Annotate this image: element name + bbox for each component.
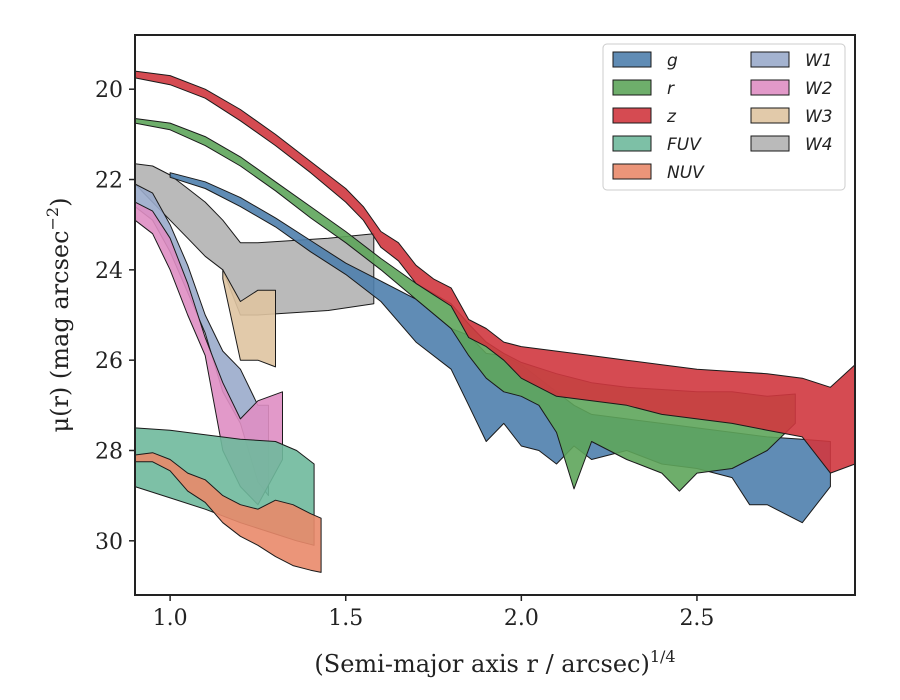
legend-swatch-nuv: [612, 163, 652, 180]
legend-label-w2: W2: [805, 79, 833, 99]
legend-swatch-fuv: [612, 135, 652, 152]
legend-swatch-w1: [750, 51, 790, 68]
legend-label-z: z: [666, 107, 677, 127]
legend-swatch-g: [612, 51, 652, 68]
y-tick-label: 20: [95, 78, 123, 103]
x-axis-ticks: 1.0 1.5 2.0 2.5: [153, 595, 714, 631]
legend-label-nuv: NUV: [667, 163, 705, 183]
legend-label-w3: W3: [805, 107, 833, 127]
legend-label-r: r: [667, 79, 675, 99]
legend-label-g: g: [667, 51, 678, 71]
y-axis-ticks: 20 22 24 26 28 30: [95, 78, 135, 555]
legend-swatch-w3: [750, 107, 790, 124]
band-nuv: [134, 452, 322, 573]
series-bands: [134, 70, 856, 573]
legend-swatch-w4: [750, 135, 790, 152]
band-w3: [222, 269, 276, 368]
legend-label-fuv: FUV: [667, 135, 702, 155]
x-tick-label: 2.0: [504, 606, 539, 631]
y-tick-label: 26: [95, 349, 123, 374]
x-tick-label: 2.5: [679, 606, 714, 631]
band-w4: [134, 163, 375, 316]
legend-label-w4: W4: [805, 135, 833, 155]
legend-swatch-r: [612, 79, 652, 96]
legend-swatch-w2: [750, 79, 790, 96]
y-tick-label: 22: [95, 169, 123, 194]
x-axis-label: (Semi-major axis r / arcsec)1/4: [314, 647, 675, 678]
y-tick-label: 28: [95, 439, 123, 464]
y-tick-label: 30: [95, 530, 123, 555]
x-tick-label: 1.5: [328, 606, 363, 631]
legend-label-w1: W1: [805, 51, 833, 71]
legend: grz FUV NUV W1 W2 W3 W4: [602, 43, 846, 191]
plot-frame: [134, 34, 856, 596]
legend-swatch-z: [612, 107, 652, 124]
legend-items: grz FUV NUV W1 W2 W3 W4: [612, 51, 833, 183]
y-axis-label: μ(r) (mag arcsec−2): [43, 198, 74, 433]
y-tick-label: 24: [95, 259, 123, 284]
x-tick-label: 1.0: [153, 606, 188, 631]
